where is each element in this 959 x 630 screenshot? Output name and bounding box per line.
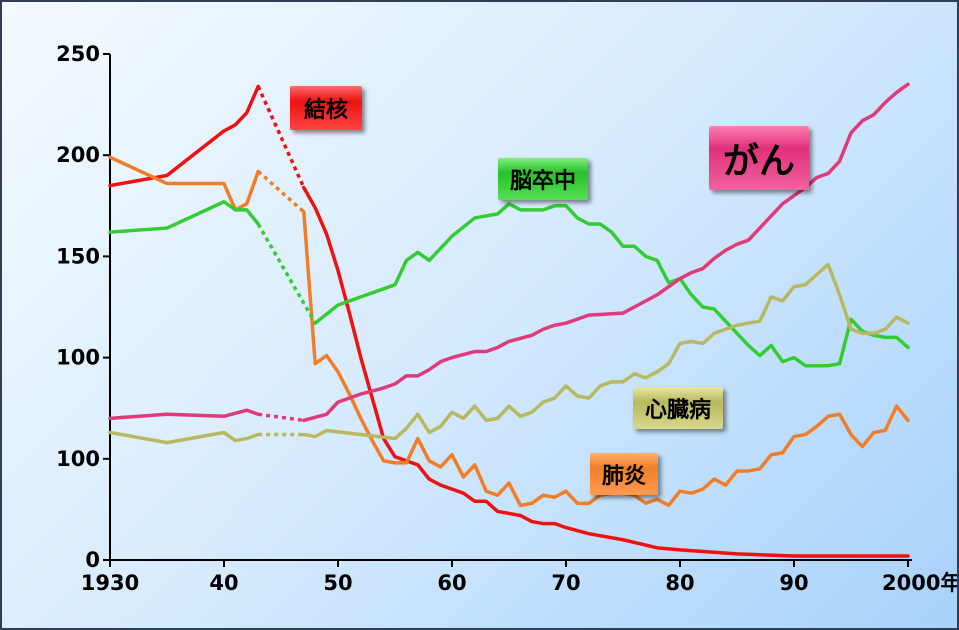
series-gap-line: [257, 170, 305, 214]
series-line: [108, 155, 260, 212]
x-tick-label: 1930: [81, 571, 139, 595]
y-tick-label: 0: [85, 548, 100, 572]
series-line: [313, 202, 910, 368]
series-line: [108, 408, 260, 421]
label-heart-disease: 心臓病: [633, 387, 724, 429]
label-pneumonia: 肺炎: [590, 453, 659, 495]
series-line: [108, 430, 260, 445]
label-stroke: 脳卒中: [498, 158, 589, 200]
y-tick-label: 200: [56, 143, 100, 167]
series-line: [302, 82, 910, 423]
y-tick-label: 100: [56, 346, 100, 370]
x-tick-label: 2000年: [882, 571, 957, 595]
x-tick-label: 70: [551, 571, 580, 595]
series-line: [108, 200, 260, 234]
x-tick-label: 50: [323, 571, 352, 595]
series-gap-line: [256, 85, 306, 189]
x-tick-label: 40: [209, 571, 238, 595]
x-tick-label: 90: [779, 571, 808, 595]
y-tick-label: 150: [56, 244, 100, 268]
y-tick-label: 100: [56, 447, 100, 471]
x-tick-label: 80: [665, 571, 694, 595]
y-tick-label: 250: [56, 42, 100, 66]
label-cancer: がん: [709, 126, 810, 190]
label-tuberculosis: 結核: [290, 86, 363, 130]
x-tick-label: 60: [437, 571, 466, 595]
series-gap-line: [256, 223, 317, 325]
series-gap-line: [257, 412, 305, 423]
series-line: [302, 185, 910, 558]
series-line: [302, 262, 910, 441]
series-line: [108, 84, 260, 188]
